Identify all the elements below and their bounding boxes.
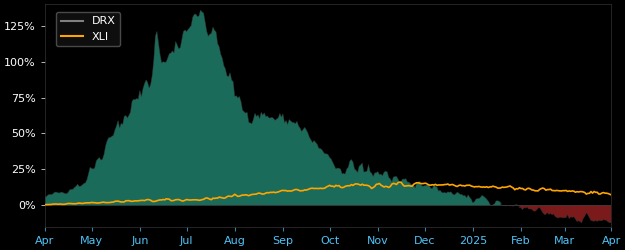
Legend: DRX, XLI: DRX, XLI	[56, 12, 120, 46]
